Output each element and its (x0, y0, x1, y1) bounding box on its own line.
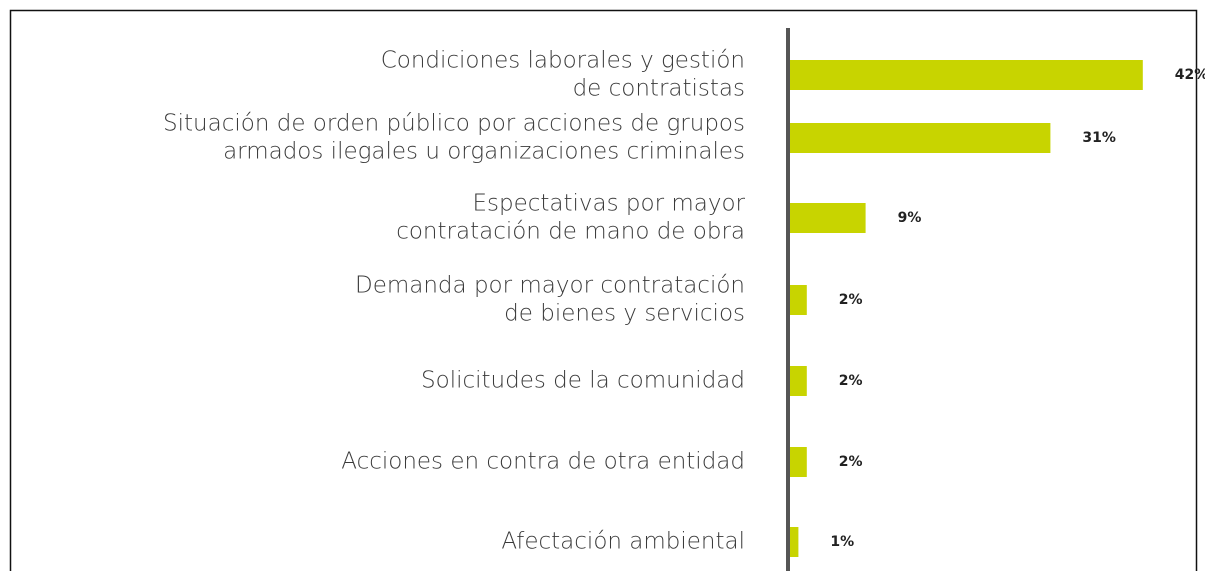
bar (790, 527, 799, 557)
category-label: armados ilegales u organizaciones crimin… (223, 139, 745, 165)
category-label: Condiciones laborales y gestión (381, 48, 745, 74)
value-label: 1% (830, 534, 854, 550)
value-label: 2% (839, 373, 863, 389)
bar (790, 285, 807, 315)
category-label: contratación de mano de obra (396, 219, 745, 245)
value-label: 42% (1175, 67, 1205, 83)
category-label: de bienes y servicios (504, 301, 745, 327)
value-label: 2% (839, 292, 863, 308)
value-label: 31% (1082, 130, 1116, 146)
category-label: de contratistas (573, 76, 745, 102)
bar (790, 203, 866, 233)
bar (790, 447, 807, 477)
category-label: Afectación ambiental (501, 529, 745, 555)
bar (790, 123, 1051, 153)
value-label: 2% (839, 454, 863, 470)
category-label: Acciones en contra de otra entidad (341, 449, 745, 475)
bar (790, 60, 1143, 90)
category-label: Situación de orden público por acciones … (163, 111, 745, 137)
frame (9, 9, 1198, 575)
category-label: Demanda por mayor contratación (355, 273, 745, 299)
bar (790, 366, 807, 396)
category-label: Espectativas por mayor (472, 191, 745, 217)
category-label: Solicitudes de la comunidad (421, 368, 745, 394)
value-label: 9% (898, 210, 922, 226)
